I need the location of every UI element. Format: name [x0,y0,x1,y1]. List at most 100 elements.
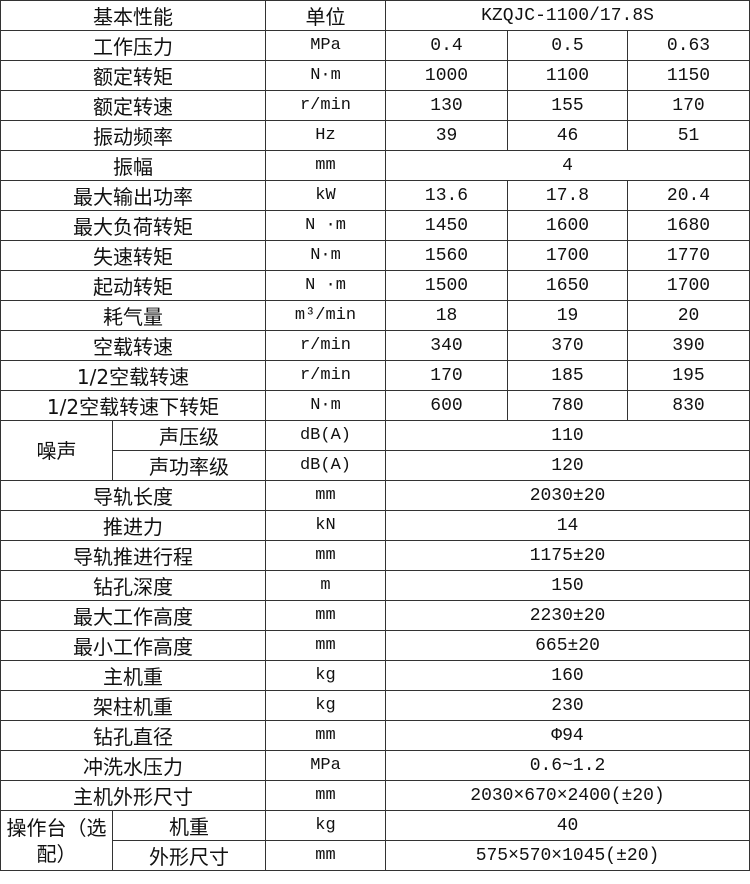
table-row: 振幅 mm 4 [0,150,750,181]
row-unit: kW [265,180,386,211]
table-row: 推进力 kN 14 [0,510,750,541]
row-value: 2230±20 [384,600,750,631]
table-row: 起动转矩 N ·m 1500 1650 1700 [0,270,750,301]
row-label: 声压级 [112,420,266,451]
row-label: 导轨长度 [0,480,266,511]
table-row: 噪声 声压级 dB(A) 110 [0,420,750,481]
header-row: 基本性能 单位 KZQJC-1100/17.8S [0,0,750,31]
row-unit: r/min [265,330,386,361]
row-value: 1000 [385,60,508,91]
row-value: 2030×670×2400(±20) [384,780,750,811]
row-label: 最大工作高度 [0,600,266,631]
row-value: 18 [385,300,508,331]
row-value: 19 [507,300,628,331]
row-unit: m [265,570,386,601]
header-unit: 单位 [265,0,386,31]
row-unit: m³/min [265,300,386,331]
row-unit: N ·m [265,270,386,301]
row-value: 160 [384,660,750,691]
row-value: 1770 [626,240,750,271]
table-row: 1/2空载转速 r/min 170 185 195 [0,360,750,391]
table-row: 主机外形尺寸 mm 2030×670×2400(±20) [0,780,750,811]
row-value: 2030±20 [384,480,750,511]
row-label: 额定转矩 [0,60,266,91]
row-value: 185 [507,360,628,391]
row-value: 1100 [507,60,628,91]
row-label: 钻孔深度 [0,570,266,601]
row-label: 耗气量 [0,300,266,331]
row-value: 1500 [385,270,508,301]
table-row: 最大工作高度 mm 2230±20 [0,600,750,631]
row-value: 195 [626,360,750,391]
table-row: 导轨推进行程 mm 1175±20 [0,540,750,571]
row-label: 空载转速 [0,330,266,361]
row-label: 主机外形尺寸 [0,780,266,811]
row-unit: N ·m [265,210,386,241]
table-row: 导轨长度 mm 2030±20 [0,480,750,511]
row-unit: Hz [265,120,386,151]
row-value: 1680 [626,210,750,241]
row-value: 4 [384,150,750,181]
table-row: 操作台（选配） 机重 kg 40 [0,810,750,871]
table-row: 工作压力 MPa 0.4 0.5 0.63 [0,30,750,61]
row-value: 20 [626,300,750,331]
row-label: 冲洗水压力 [0,750,266,781]
row-value: 46 [507,120,628,151]
row-label: 振幅 [0,150,266,181]
row-unit: MPa [265,750,386,781]
row-value: 170 [626,90,750,121]
row-value: 120 [384,450,750,481]
row-label: 推进力 [0,510,266,541]
row-unit: MPa [265,30,386,61]
row-value: 830 [626,390,750,421]
row-unit: mm [265,720,386,751]
row-unit: mm [265,480,386,511]
row-unit: r/min [265,90,386,121]
row-value: 1600 [507,210,628,241]
table-row: 钻孔直径 mm Φ94 [0,720,750,751]
table-row: 额定转速 r/min 130 155 170 [0,90,750,121]
row-value: 130 [385,90,508,121]
row-value: 150 [384,570,750,601]
table-row: 最大输出功率 kW 13.6 17.8 20.4 [0,180,750,211]
table-row: 空载转速 r/min 340 370 390 [0,330,750,361]
row-unit: dB(A) [265,450,386,481]
row-label: 最小工作高度 [0,630,266,661]
row-unit: mm [265,540,386,571]
row-value: 0.6~1.2 [384,750,750,781]
row-label: 声功率级 [112,450,266,481]
row-value: 600 [385,390,508,421]
table-row: 1/2空载转速下转矩 N·m 600 780 830 [0,390,750,421]
row-unit: mm [265,150,386,181]
row-unit: kN [265,510,386,541]
row-unit: r/min [265,360,386,391]
header-model: KZQJC-1100/17.8S [384,0,750,31]
table-row: 失速转矩 N·m 1560 1700 1770 [0,240,750,271]
row-value: 1700 [626,270,750,301]
row-value: 1560 [385,240,508,271]
row-unit: dB(A) [265,420,386,451]
row-value: 575×570×1045(±20) [384,840,750,871]
row-value: 390 [626,330,750,361]
row-value: 1450 [385,210,508,241]
row-label: 起动转矩 [0,270,266,301]
row-value: 1700 [507,240,628,271]
row-unit: mm [265,840,386,871]
row-value: 230 [384,690,750,721]
table-row: 声功率级 dB(A) 120 [1,450,750,481]
row-value: 14 [384,510,750,541]
row-value: 340 [385,330,508,361]
table-row: 振动频率 Hz 39 46 51 [0,120,750,151]
row-value: 370 [507,330,628,361]
table-row: 主机重 kg 160 [0,660,750,691]
row-value: 1175±20 [384,540,750,571]
row-label: 钻孔直径 [0,720,266,751]
table-row: 架柱机重 kg 230 [0,690,750,721]
row-value: 51 [626,120,750,151]
row-unit: mm [265,600,386,631]
row-value: 0.63 [626,30,750,61]
row-value: 170 [385,360,508,391]
row-label: 1/2空载转速下转矩 [0,390,266,421]
row-value: 20.4 [626,180,750,211]
row-unit: N·m [265,390,386,421]
